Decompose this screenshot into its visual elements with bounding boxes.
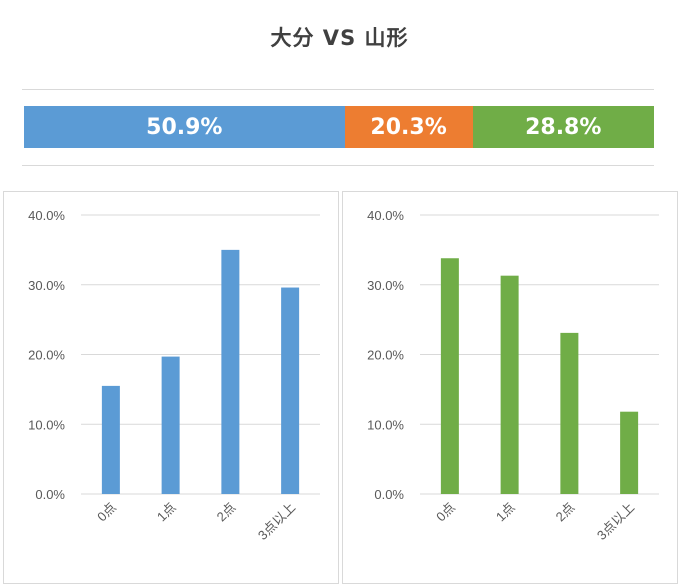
x-tick-label: 3点以上	[255, 500, 298, 543]
bar	[221, 249, 240, 494]
summary-segment-away: 28.8%	[472, 106, 654, 148]
y-tick-label: 40.0%	[28, 208, 65, 223]
x-tick-label: 2点	[553, 500, 578, 525]
y-tick-label: 20.0%	[367, 348, 404, 363]
summary-label-draw: 20.3%	[370, 114, 447, 140]
x-tick-label: 2点	[214, 500, 239, 525]
x-tick-label: 1点	[493, 500, 518, 525]
x-tick-label: 3点以上	[594, 500, 637, 543]
x-tick-group: 0点	[433, 500, 458, 525]
y-tick-label: 40.0%	[367, 208, 404, 223]
x-tick-label: 0点	[94, 500, 119, 525]
x-tick-group: 3点以上	[255, 500, 298, 543]
bar	[500, 275, 519, 494]
y-tick-label: 30.0%	[28, 278, 65, 293]
summary-bar: 50.9% 20.3% 28.8%	[24, 106, 654, 148]
x-tick-group: 2点	[553, 500, 578, 525]
x-tick-group: 3点以上	[594, 500, 637, 543]
bar	[440, 258, 459, 494]
summary-label-home: 50.9%	[146, 114, 223, 140]
x-tick-label: 1点	[154, 500, 179, 525]
chart-panel-right: 0.0% 10.0% 20.0% 30.0% 40.0% 0点 1点 2点 3点以上	[342, 191, 678, 584]
summary-segment-home: 50.9%	[24, 106, 345, 148]
bar-chart-left: 0.0% 10.0% 20.0% 30.0% 40.0% 0点 1点 2点 3点以上	[28, 208, 320, 543]
bar	[101, 385, 120, 494]
y-tick-label: 20.0%	[28, 348, 65, 363]
y-tick-label: 10.0%	[28, 417, 65, 432]
y-tick-label: 0.0%	[374, 487, 404, 502]
summary-segment-draw: 20.3%	[344, 106, 473, 148]
x-tick-label: 0点	[433, 500, 458, 525]
bottom-divider	[22, 165, 654, 166]
x-tick-group: 0点	[94, 500, 119, 525]
top-divider	[22, 89, 654, 90]
summary-label-away: 28.8%	[525, 114, 602, 140]
y-tick-label: 0.0%	[35, 487, 65, 502]
bar	[620, 411, 639, 494]
bar	[161, 356, 180, 494]
bar	[560, 332, 579, 494]
chart-title: 大分 VS 山形	[270, 26, 409, 50]
y-tick-label: 30.0%	[367, 278, 404, 293]
bar	[281, 287, 300, 494]
bar-chart-right: 0.0% 10.0% 20.0% 30.0% 40.0% 0点 1点 2点 3点以上	[367, 208, 659, 543]
x-tick-group: 1点	[493, 500, 518, 525]
x-tick-group: 2点	[214, 500, 239, 525]
y-tick-label: 10.0%	[367, 417, 404, 432]
chart-panel-left: 0.0% 10.0% 20.0% 30.0% 40.0% 0点 1点 2点 3点以上	[3, 191, 339, 584]
x-tick-group: 1点	[154, 500, 179, 525]
